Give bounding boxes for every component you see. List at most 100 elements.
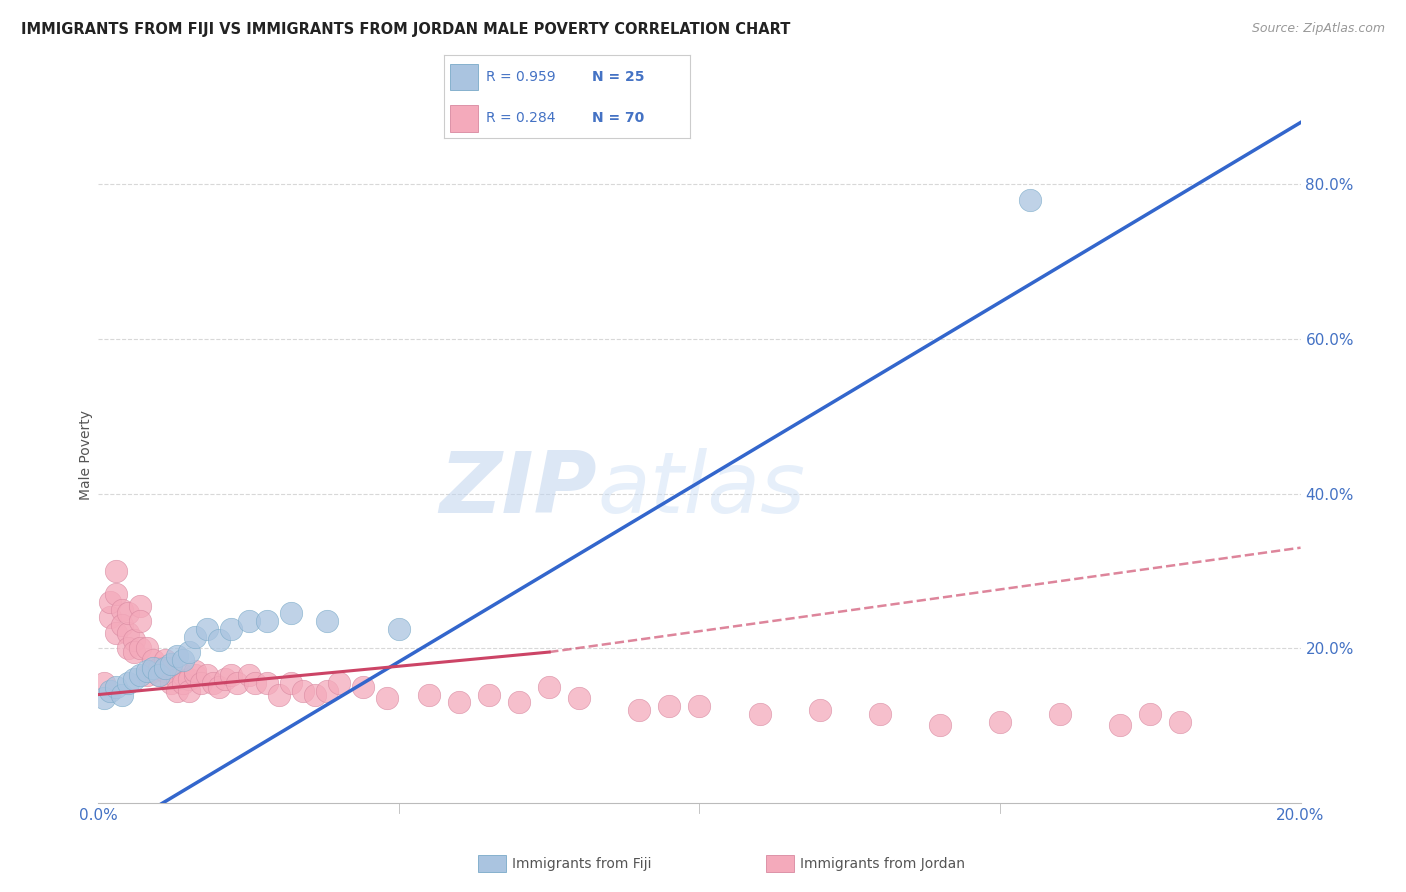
- Point: [988, 714, 1011, 729]
- Point: [328, 676, 350, 690]
- Point: [658, 699, 681, 714]
- Point: [447, 695, 470, 709]
- Text: N = 25: N = 25: [592, 70, 644, 84]
- Text: atlas: atlas: [598, 448, 806, 532]
- Point: [93, 676, 115, 690]
- Point: [256, 676, 278, 690]
- Point: [177, 672, 200, 686]
- Point: [183, 668, 205, 682]
- Point: [117, 625, 139, 640]
- FancyBboxPatch shape: [450, 63, 478, 90]
- Point: [100, 595, 122, 609]
- Point: [538, 680, 561, 694]
- Point: [124, 672, 146, 686]
- Point: [166, 648, 188, 663]
- Point: [148, 660, 170, 674]
- Point: [418, 688, 440, 702]
- Point: [1019, 193, 1042, 207]
- Point: [238, 614, 260, 628]
- Point: [148, 668, 170, 682]
- Point: [105, 680, 128, 694]
- Point: [304, 688, 326, 702]
- Text: IMMIGRANTS FROM FIJI VS IMMIGRANTS FROM JORDAN MALE POVERTY CORRELATION CHART: IMMIGRANTS FROM FIJI VS IMMIGRANTS FROM …: [21, 22, 790, 37]
- Point: [315, 683, 337, 698]
- Point: [219, 622, 242, 636]
- Point: [111, 688, 134, 702]
- Point: [166, 672, 188, 686]
- Point: [225, 676, 247, 690]
- Point: [124, 633, 146, 648]
- Point: [388, 622, 411, 636]
- Point: [100, 610, 122, 624]
- Point: [141, 660, 163, 674]
- Point: [177, 683, 200, 698]
- Point: [183, 665, 205, 679]
- Point: [153, 653, 176, 667]
- Text: N = 70: N = 70: [592, 112, 644, 126]
- Point: [93, 691, 115, 706]
- Point: [111, 618, 134, 632]
- Point: [201, 676, 224, 690]
- Text: Source: ZipAtlas.com: Source: ZipAtlas.com: [1251, 22, 1385, 36]
- Point: [172, 653, 194, 667]
- Point: [1170, 714, 1192, 729]
- Point: [177, 645, 200, 659]
- Y-axis label: Male Poverty: Male Poverty: [79, 410, 93, 500]
- Text: Immigrants from Fiji: Immigrants from Fiji: [512, 857, 651, 871]
- Point: [689, 699, 711, 714]
- Point: [508, 695, 530, 709]
- Point: [238, 668, 260, 682]
- Point: [869, 706, 891, 721]
- Point: [352, 680, 374, 694]
- Point: [129, 641, 152, 656]
- Point: [375, 691, 398, 706]
- Point: [148, 668, 170, 682]
- Point: [1049, 706, 1071, 721]
- Point: [135, 641, 157, 656]
- Point: [172, 676, 194, 690]
- Point: [214, 672, 236, 686]
- Point: [219, 668, 242, 682]
- Point: [111, 602, 134, 616]
- Point: [153, 665, 176, 679]
- Point: [117, 676, 139, 690]
- Point: [190, 676, 212, 690]
- Point: [267, 688, 290, 702]
- Point: [478, 688, 501, 702]
- Point: [129, 614, 152, 628]
- Text: R = 0.959: R = 0.959: [486, 70, 555, 84]
- Point: [1139, 706, 1161, 721]
- Point: [159, 657, 181, 671]
- Point: [195, 622, 218, 636]
- Point: [929, 718, 952, 732]
- Point: [105, 564, 128, 578]
- Point: [748, 706, 770, 721]
- Point: [117, 641, 139, 656]
- Point: [124, 645, 146, 659]
- Point: [208, 680, 231, 694]
- Point: [195, 668, 218, 682]
- Point: [808, 703, 831, 717]
- Point: [280, 676, 302, 690]
- Point: [153, 660, 176, 674]
- Point: [172, 668, 194, 682]
- Point: [166, 683, 188, 698]
- Point: [291, 683, 314, 698]
- Text: R = 0.284: R = 0.284: [486, 112, 555, 126]
- Point: [159, 676, 181, 690]
- Point: [256, 614, 278, 628]
- Text: Immigrants from Jordan: Immigrants from Jordan: [800, 857, 965, 871]
- Point: [1109, 718, 1132, 732]
- Point: [135, 668, 157, 682]
- Point: [315, 614, 337, 628]
- Point: [129, 599, 152, 613]
- Point: [208, 633, 231, 648]
- Point: [568, 691, 591, 706]
- Point: [628, 703, 651, 717]
- Point: [159, 660, 181, 674]
- Point: [105, 625, 128, 640]
- Point: [243, 676, 266, 690]
- Point: [183, 630, 205, 644]
- Point: [100, 683, 122, 698]
- Point: [280, 607, 302, 621]
